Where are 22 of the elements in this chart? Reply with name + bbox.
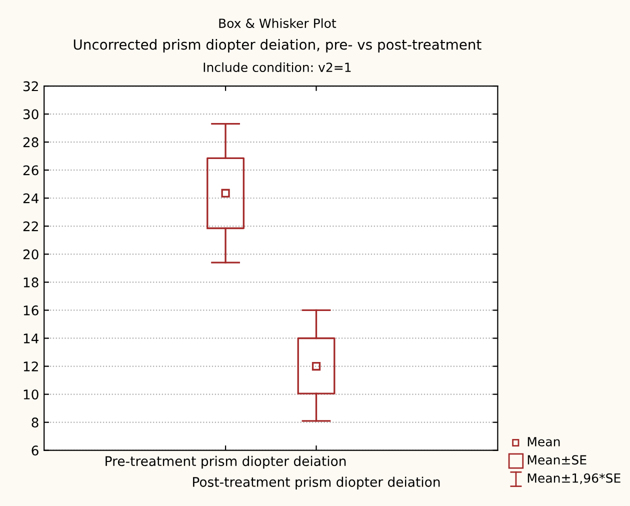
x-tick-label: Post-treatment prism diopter deiation	[193, 476, 440, 490]
text: Mean	[528, 437, 560, 446]
chart-subtitle: Uncorrected prism diopter deiation, pre- vs post-treatment	[74, 39, 482, 52]
y-tick-label: 14	[24, 334, 38, 344]
y-tick-label: 28	[23, 137, 38, 148]
y-tick-label: 32	[23, 81, 38, 92]
y-tick-label: 12	[24, 361, 38, 372]
y-tick-label: 18	[24, 277, 38, 288]
y-tick-label: 22	[23, 221, 38, 232]
chart-title: Box & Whisker Plot	[219, 18, 336, 28]
x-tick-label: Pre-treatment prism diopter deiation	[106, 456, 346, 469]
y-tick-label: 26	[23, 165, 38, 176]
y-tick-label: 24	[23, 193, 38, 204]
text: Include condition: v2=1	[204, 62, 351, 72]
text: Mean±1,96*SE	[528, 473, 620, 484]
text: Mean±SE	[528, 455, 586, 465]
y-tick-label: 10	[24, 390, 38, 400]
y-tick-label: 6	[32, 446, 38, 456]
y-tick-label: 20	[23, 249, 38, 260]
y-tick-label: 30	[23, 109, 38, 120]
y-tick-label: 8	[32, 418, 38, 428]
y-tick-label: 16	[24, 305, 38, 316]
